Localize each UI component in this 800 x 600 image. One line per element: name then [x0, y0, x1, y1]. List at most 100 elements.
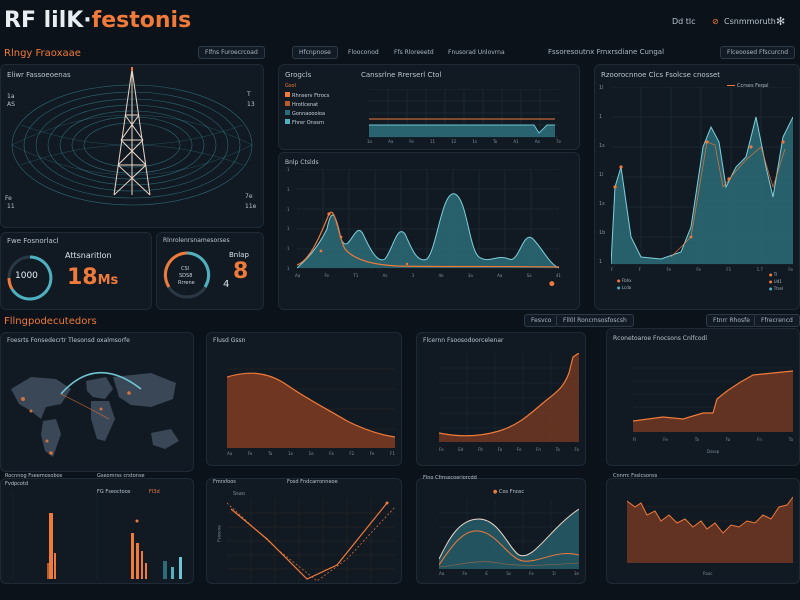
section1-title: Rlngy Fraoxaae — [4, 48, 81, 59]
gauge2-ring — [163, 251, 211, 299]
y-tick: 1b — [599, 230, 606, 236]
x-tick: 41 — [555, 273, 561, 278]
wave-tag: ● Cos Fnosc — [493, 489, 524, 495]
legend-item: ● Ttrel — [769, 285, 783, 292]
x-tick: Ta — [268, 451, 273, 456]
x-tick: To — [493, 139, 498, 144]
section2-title: Fllngpodecutedors — [4, 316, 97, 327]
bars-sub: Fvdpcotd — [5, 481, 29, 487]
x-tick: F — [638, 267, 642, 272]
noise-panel: Cnnrrc Fsslcsonss Rsoc — [606, 473, 800, 584]
area-chart-2-panel: Flcernn Fsoosodoorcelenar Fe Ed Flt Fo Fe Fn T… — [416, 332, 586, 466]
tower-label-right-3: 7e — [245, 193, 253, 200]
y-tick: 1 — [599, 114, 603, 120]
legend-swatch-icon — [285, 119, 290, 124]
noise-footer: Rsoc — [703, 571, 713, 576]
section2-pill-1[interactable]: Fesvco — [524, 314, 559, 327]
x-tick: 11 — [429, 139, 436, 144]
gear-icon[interactable]: ✻ — [776, 15, 786, 28]
bars-title-2: Gseomrss crstonse — [97, 473, 145, 479]
tower-label-right-4: 11e — [245, 203, 257, 210]
chart-mid-plot — [297, 169, 559, 269]
x-tick: Fn — [757, 437, 762, 442]
x-tick: 1o — [367, 139, 372, 144]
area3-plot — [633, 367, 793, 432]
gauge2-sub2: SDS8 — [179, 273, 193, 279]
x-tick: F2 — [349, 451, 355, 456]
tower-panel-title: Eliwr Fassoeoenas — [7, 71, 71, 79]
section1-pill-2[interactable]: Hfcnpnose — [292, 46, 338, 59]
metric1-number: 18 — [67, 265, 98, 290]
x-tick: Ta — [788, 437, 793, 442]
lines-title: Fmrsfoos — [213, 479, 236, 485]
area3-xticks: Fl Fe Ta Fa Fn Ta — [633, 437, 793, 442]
gauge-panel-1: Fwe Fosnorlacl 1000 Attsnaritlon 18Ms — [0, 232, 152, 310]
legend-item: Rhnserv Ftrocs — [285, 92, 329, 101]
x-tick: 3a — [467, 273, 473, 278]
x-tick: F1 — [390, 451, 395, 456]
x-tick: As — [382, 273, 388, 278]
chart-mid-panel: Bnlp Ctslds 1 1 1 1 1 1 Aa Fe T1 As 3 4e 3a Aa Sa 41 ⬤ — [278, 152, 580, 310]
logo-rf: RF lilK· — [4, 8, 92, 33]
section1-right-label-text: Fssoresoutnx Frnxrsdiane Cungal — [548, 48, 665, 56]
legend-dot-icon: ● — [617, 278, 622, 283]
section2-pill-4[interactable]: Ffrecrencd — [754, 314, 800, 327]
y-tick: 1 — [287, 206, 290, 212]
section1-right-label: Fssoresoutnx Frnxrsdiane Cungal — [548, 48, 664, 56]
legend-label: Tl — [773, 272, 778, 277]
legend-item: ● Ud1 — [769, 278, 783, 285]
legend-item: Hrotlcenat — [285, 101, 329, 110]
section2-pill-2[interactable]: Fll0l Roncmsosfoscsh — [556, 314, 634, 327]
x-tick: 1e — [308, 451, 314, 456]
section1-tab-5[interactable]: Fnusorad Unlovrna — [448, 49, 505, 56]
metric2-prefix: 4 — [223, 279, 230, 290]
area2-title: Flcernn Fsoosodoorcelenar — [423, 337, 504, 344]
bars-sub-2: FG Fseoctoox — [97, 489, 131, 495]
legend-item: Gsol — [285, 83, 329, 92]
metric2-value: 8 — [233, 259, 249, 284]
chart-top-legend: Gsol Rhnserv Ftrocs Hrotlcenat Gonnaoooi… — [285, 83, 329, 128]
bars-panel: Rocnnog Fseemosobos Fvdpcotd Gseomrss cr… — [0, 473, 194, 584]
legend-label: Rhnserv Ftrocs — [292, 93, 330, 99]
section1-right-pill[interactable]: Flceoosed Ffscurcnd — [720, 46, 796, 59]
map-panel-title: Foesrts Fonsedecrtr Tlesonsd oxalmsorfe — [7, 337, 130, 344]
legend-dot-icon: ● — [769, 279, 774, 284]
x-tick: E — [485, 571, 488, 576]
section1-tab-4[interactable]: Ffs Rloreeetd — [394, 49, 434, 56]
lines-plot — [227, 499, 395, 583]
wave-panel: Flno Cfmsscoeriorcdd ● Cos Fnosc Aa Fe E Ss… — [416, 475, 586, 584]
section1-tab-3[interactable]: Flooconod — [348, 49, 379, 56]
world-map — [11, 371, 179, 457]
x-tick: Fe — [529, 571, 534, 576]
chart-mid-yticks: 1 1 1 1 1 1 — [287, 167, 290, 271]
chart-right-legend-left: ● Fbhx ● Lcdo — [617, 277, 632, 291]
x-tick: Aa — [534, 139, 540, 144]
chart-top-plot — [369, 89, 559, 138]
section2-pill-3[interactable]: Ftnrr Rhosfe — [706, 314, 757, 327]
gauge1-value: 1000 — [15, 271, 38, 281]
x-tick: Ta — [694, 437, 699, 442]
tower-label-left-3: Fe — [5, 195, 12, 202]
x-tick: 1e — [287, 451, 293, 456]
x-tick: Aa — [388, 139, 394, 144]
gauge-panel-2: Rlnrolenrsnamesorses CSl SDS8 Rrrene Bnl… — [156, 232, 264, 310]
x-tick: Flt — [477, 447, 483, 452]
chart-top-xticks: 1o Aa Fe 11 12 1s To A1 Aa 7e — [367, 139, 561, 144]
bars-highlight: Fl3d — [149, 489, 160, 495]
app-logo: RF lilK·festonis — [4, 8, 191, 33]
area2-plot — [439, 353, 579, 442]
lines-xtick: Ssao — [233, 491, 245, 497]
x-tick: 1.7 — [756, 267, 763, 272]
metric1-unit: Ms — [97, 273, 119, 288]
area3-footer: Dssep — [707, 449, 720, 454]
header-user-label[interactable]: Csnmmoruth — [724, 17, 776, 26]
y-tick: 1s — [599, 201, 605, 207]
x-tick: Fe — [666, 267, 671, 272]
section1-pill-1[interactable]: Flfns Furoecrcoad — [198, 46, 265, 59]
chart-right-yticks: 1l 1 1s 1l 1s 1b 1 — [599, 85, 605, 265]
header-link[interactable]: Dd tlc — [672, 17, 696, 26]
legend-label: Ttrel — [773, 286, 783, 291]
metric1-value: 18Ms — [67, 265, 118, 290]
x-tick: Fe — [462, 571, 468, 576]
alert-icon[interactable]: ⊘ — [712, 17, 719, 26]
